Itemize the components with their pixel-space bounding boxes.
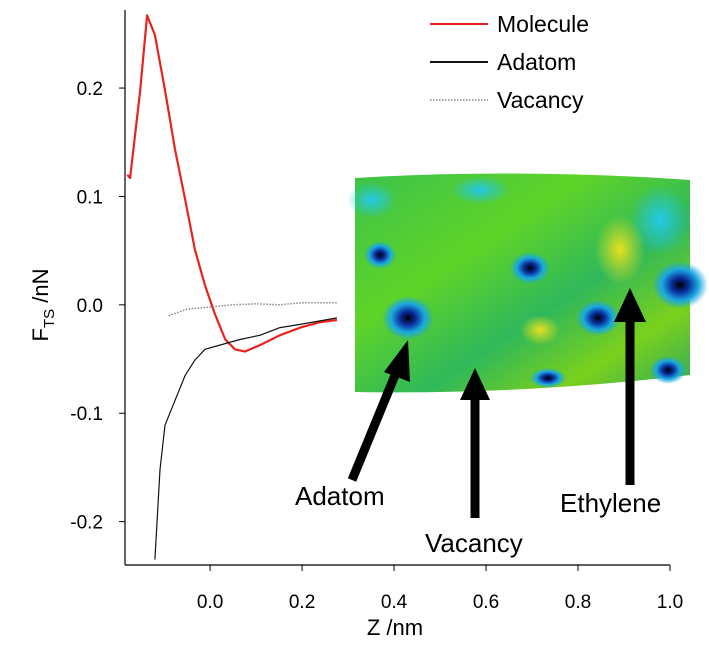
legend-label: Vacancy	[497, 87, 584, 113]
x-tick-label: 0.4	[381, 592, 408, 613]
annotation: Ethylene	[560, 488, 661, 518]
y-tick-label: -0.1	[70, 404, 103, 425]
annotation: Adatom	[295, 481, 385, 511]
annotation: Vacancy	[425, 528, 523, 558]
x-tick-label: 0.6	[473, 592, 499, 613]
series-line	[154, 317, 338, 560]
x-axis-label: Z /nm	[367, 615, 423, 640]
legend-label: Molecule	[497, 11, 589, 37]
x-tick-label: 0.2	[289, 592, 315, 613]
y-tick-label: 0.1	[77, 187, 103, 208]
surface-image	[347, 173, 708, 393]
series-line	[168, 301, 337, 317]
x-tick-label: 0.8	[565, 592, 591, 613]
y-tick-label: 0.2	[77, 79, 103, 100]
y-tick-label: -0.2	[70, 513, 103, 534]
x-tick-label: 0.0	[197, 592, 223, 613]
y-tick-label: 0.0	[77, 296, 103, 317]
series-line	[126, 14, 338, 353]
y-label-main: F	[28, 328, 53, 341]
y-axis-label: FTS /nN	[28, 269, 58, 342]
y-label-unit: /nN	[28, 269, 53, 303]
y-label-sub: TS	[41, 309, 58, 328]
x-tick-label: 1.0	[657, 592, 683, 613]
arrows	[347, 288, 646, 518]
legend-label: Adatom	[497, 49, 576, 75]
